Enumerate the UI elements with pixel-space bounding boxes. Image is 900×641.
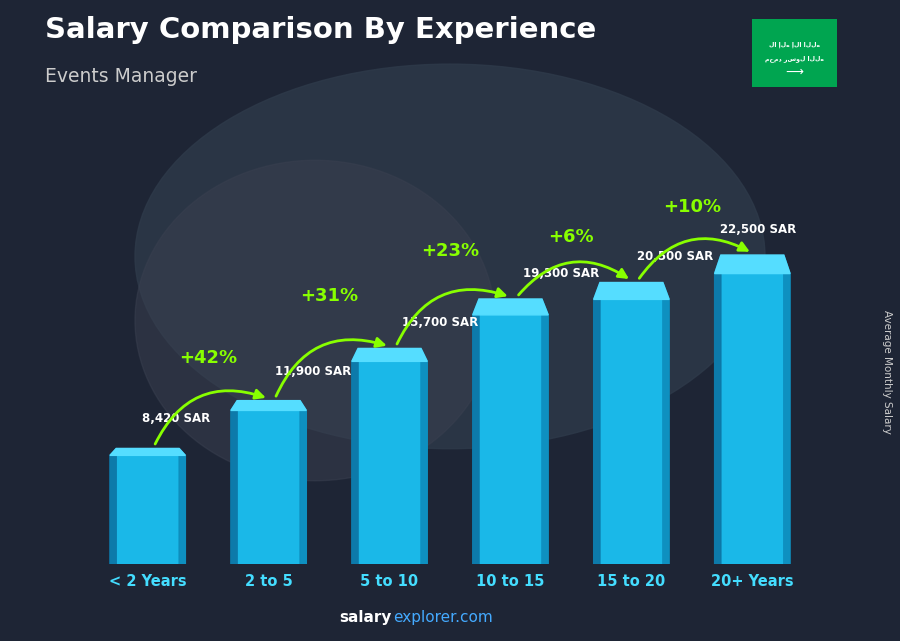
Polygon shape [110,449,185,455]
Bar [479,299,542,564]
Polygon shape [231,401,306,410]
Text: 19,300 SAR: 19,300 SAR [523,267,598,279]
Text: explorer.com: explorer.com [393,610,493,625]
Polygon shape [784,255,790,564]
Ellipse shape [135,64,765,449]
Polygon shape [352,349,358,564]
Polygon shape [542,299,548,564]
Polygon shape [594,283,669,299]
Text: salary: salary [339,610,392,625]
Text: لا إله إلا الله: لا إله إلا الله [769,42,820,48]
Polygon shape [231,401,238,564]
Polygon shape [472,299,479,564]
Text: +6%: +6% [548,228,594,246]
Text: ⟶: ⟶ [786,65,803,78]
Text: 22,500 SAR: 22,500 SAR [720,223,796,236]
Polygon shape [715,255,721,564]
Polygon shape [352,349,428,362]
Ellipse shape [135,160,495,481]
Bar [238,401,300,564]
Text: 8,420 SAR: 8,420 SAR [141,412,210,426]
Text: Salary Comparison By Experience: Salary Comparison By Experience [45,16,596,44]
Polygon shape [179,449,185,564]
Text: محمد رسول الله: محمد رسول الله [765,55,824,62]
Text: +42%: +42% [179,349,238,367]
Polygon shape [421,349,428,564]
Polygon shape [300,401,306,564]
Text: 15,700 SAR: 15,700 SAR [401,316,478,329]
Text: +10%: +10% [662,198,721,216]
Polygon shape [594,283,600,564]
Text: +31%: +31% [300,287,358,305]
Text: 11,900 SAR: 11,900 SAR [274,365,351,378]
Polygon shape [110,449,116,564]
Bar [721,255,784,564]
Bar [600,283,662,564]
Polygon shape [662,283,669,564]
Text: Events Manager: Events Manager [45,67,197,87]
Bar [116,449,179,564]
Text: Average Monthly Salary: Average Monthly Salary [881,310,892,434]
Bar [358,349,421,564]
Text: +23%: +23% [421,242,479,260]
Polygon shape [715,255,790,274]
Polygon shape [472,299,548,315]
Text: 20,500 SAR: 20,500 SAR [637,250,714,263]
